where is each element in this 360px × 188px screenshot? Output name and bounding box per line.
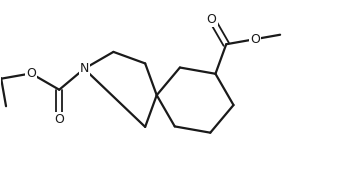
Text: N: N: [80, 62, 89, 75]
Text: O: O: [207, 13, 217, 26]
Text: O: O: [54, 114, 64, 127]
Text: O: O: [26, 67, 36, 80]
Text: O: O: [250, 33, 260, 46]
